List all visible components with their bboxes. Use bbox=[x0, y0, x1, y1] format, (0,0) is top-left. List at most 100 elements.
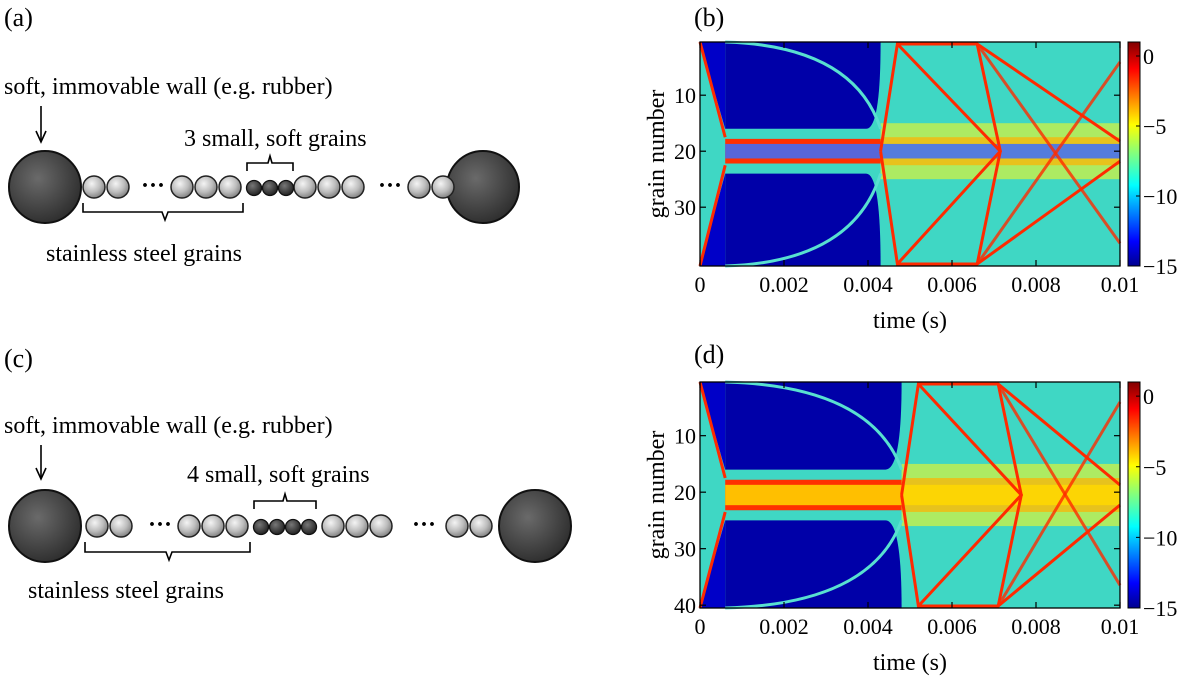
pulse-upper-path bbox=[879, 42, 1121, 152]
quiet-region-upper bbox=[725, 42, 881, 129]
soft-grain-core bbox=[725, 143, 1120, 159]
pulse-initial-lower bbox=[698, 164, 727, 267]
x-tick-label: 0 bbox=[695, 614, 706, 639]
heatmap-d bbox=[698, 380, 1122, 610]
x-tick-label: 0.01 bbox=[1101, 614, 1140, 639]
y-tick-label: 40 bbox=[674, 593, 696, 618]
quiet-region-lower bbox=[725, 173, 881, 266]
y-tick-label: 10 bbox=[674, 83, 696, 108]
axis-ticks-b: 0 0.002 0.004 0.006 0.008 0.01 10 20 30 bbox=[674, 42, 1139, 297]
panel-b: (b) 0 0.002 0.004 0.006 0.008 0.01 10 20 30 time… bbox=[644, 3, 1177, 334]
wall-label-c: soft, immovable wall (e.g. rubber) bbox=[4, 413, 333, 439]
steel-grains-a bbox=[82, 175, 455, 199]
pulse-initial-lower bbox=[698, 511, 727, 609]
ellipsis-c-1: ··· bbox=[148, 512, 172, 538]
soft-label-c: 4 small, soft grains bbox=[187, 462, 370, 488]
colorbar-b bbox=[1127, 41, 1141, 267]
pulse-initial-upper bbox=[698, 381, 727, 479]
x-tick-label: 0.006 bbox=[927, 272, 977, 297]
wall-arrow-c bbox=[35, 445, 47, 481]
xlabel-b: time (s) bbox=[873, 308, 947, 334]
x-tick-label: 0.004 bbox=[843, 272, 893, 297]
colorbar-tick-label: −5 bbox=[1143, 114, 1166, 139]
pulse-lower-path bbox=[900, 494, 1121, 608]
pulse-initial-upper bbox=[698, 41, 727, 138]
left-wall-a bbox=[8, 150, 82, 224]
ellipsis-a-2: ··· bbox=[378, 173, 402, 199]
wall-arrow-a bbox=[35, 106, 47, 144]
initial-wedge-upper bbox=[700, 42, 726, 129]
right-wall-a bbox=[446, 150, 520, 224]
ellipsis-c-2: ··· bbox=[412, 512, 436, 538]
colorbar-ticks-b: 0 −5 −10 −15 bbox=[1136, 44, 1177, 279]
front-upper bbox=[725, 380, 904, 471]
colorbar-tick-label: 0 bbox=[1143, 44, 1154, 69]
front-upper bbox=[725, 40, 883, 130]
panel-a: (a) soft, immovable wall (e.g. rubber) ·… bbox=[4, 3, 520, 267]
colorbar-d bbox=[1127, 381, 1141, 609]
x-tick-label: 0.008 bbox=[1011, 614, 1061, 639]
pulse-cross-2 bbox=[917, 383, 1023, 608]
front-lower bbox=[725, 519, 904, 610]
heatmap-b bbox=[698, 40, 1122, 268]
x-tick-label: 0.01 bbox=[1101, 272, 1140, 297]
right-wall-c bbox=[498, 489, 572, 563]
steel-brace-c bbox=[84, 542, 251, 563]
ylabel-b: grain number bbox=[644, 90, 670, 219]
colorbar-tick-label: −15 bbox=[1143, 254, 1177, 279]
steel-label-a: stainless steel grains bbox=[46, 241, 242, 267]
colorbar-ticks-d: 0 −5 −10 −15 bbox=[1136, 384, 1177, 621]
x-tick-label: 0.008 bbox=[1011, 272, 1061, 297]
panel-b-label: (b) bbox=[694, 3, 724, 32]
soft-grains-c bbox=[252, 518, 318, 536]
y-tick-label: 30 bbox=[674, 537, 696, 562]
y-tick-label: 20 bbox=[674, 139, 696, 164]
soft-grains-a bbox=[245, 179, 295, 197]
soft-brace-c bbox=[253, 491, 317, 509]
axis-ticks-d: 0 0.002 0.004 0.006 0.008 0.01 10 20 30 40 bbox=[674, 382, 1139, 639]
x-tick-label: 0.004 bbox=[843, 614, 893, 639]
initial-wedge-lower bbox=[700, 173, 726, 266]
colorbar-tick-label: −10 bbox=[1143, 184, 1177, 209]
pulse-upper-path bbox=[900, 382, 1121, 496]
panel-a-label: (a) bbox=[4, 3, 33, 32]
steel-brace-a bbox=[82, 203, 244, 223]
y-tick-label: 30 bbox=[674, 195, 696, 220]
soft-label-a: 3 small, soft grains bbox=[184, 126, 367, 152]
x-tick-label: 0 bbox=[695, 272, 706, 297]
colorbar-tick-label: −15 bbox=[1143, 596, 1177, 621]
y-tick-label: 10 bbox=[674, 424, 696, 449]
x-tick-label: 0.002 bbox=[759, 272, 809, 297]
steel-grains-c bbox=[85, 514, 493, 538]
panel-d: (d) 0 0.002 0.004 0.006 0.008 0.01 10 20 30 40 ti… bbox=[644, 340, 1177, 676]
initial-wedge-lower bbox=[700, 520, 726, 608]
x-tick-label: 0.002 bbox=[759, 614, 809, 639]
pulse-lower-path bbox=[879, 150, 1121, 266]
panel-c-label: (c) bbox=[4, 344, 33, 373]
pulse-late-1 bbox=[996, 383, 1122, 586]
steel-label-c: stainless steel grains bbox=[28, 578, 224, 604]
front-lower bbox=[725, 173, 883, 268]
plot-frame-b bbox=[699, 41, 1121, 267]
pulse-late-2 bbox=[996, 401, 1122, 607]
left-wall-c bbox=[8, 489, 82, 563]
pulse-late-2 bbox=[975, 61, 1122, 265]
ellipsis-a-1: ··· bbox=[141, 173, 165, 199]
quiet-region-lower bbox=[725, 520, 902, 608]
initial-wedge-upper bbox=[700, 382, 726, 470]
soft-brace-a bbox=[246, 153, 294, 171]
x-tick-label: 0.006 bbox=[927, 614, 977, 639]
colorbar-tick-label: 0 bbox=[1143, 384, 1154, 409]
xlabel-d: time (s) bbox=[873, 650, 947, 676]
y-tick-label: 20 bbox=[674, 480, 696, 505]
pulse-cross-2 bbox=[896, 43, 1002, 266]
quiet-region-upper bbox=[725, 382, 902, 470]
panel-d-label: (d) bbox=[694, 340, 724, 369]
colorbar-tick-label: −5 bbox=[1143, 455, 1166, 480]
panel-c: (c) soft, immovable wall (e.g. rubber) · bbox=[4, 344, 572, 604]
ylabel-d: grain number bbox=[644, 431, 670, 560]
colorbar-tick-label: −10 bbox=[1143, 525, 1177, 550]
plot-frame-d bbox=[699, 381, 1121, 609]
pulse-late-1 bbox=[975, 43, 1122, 245]
